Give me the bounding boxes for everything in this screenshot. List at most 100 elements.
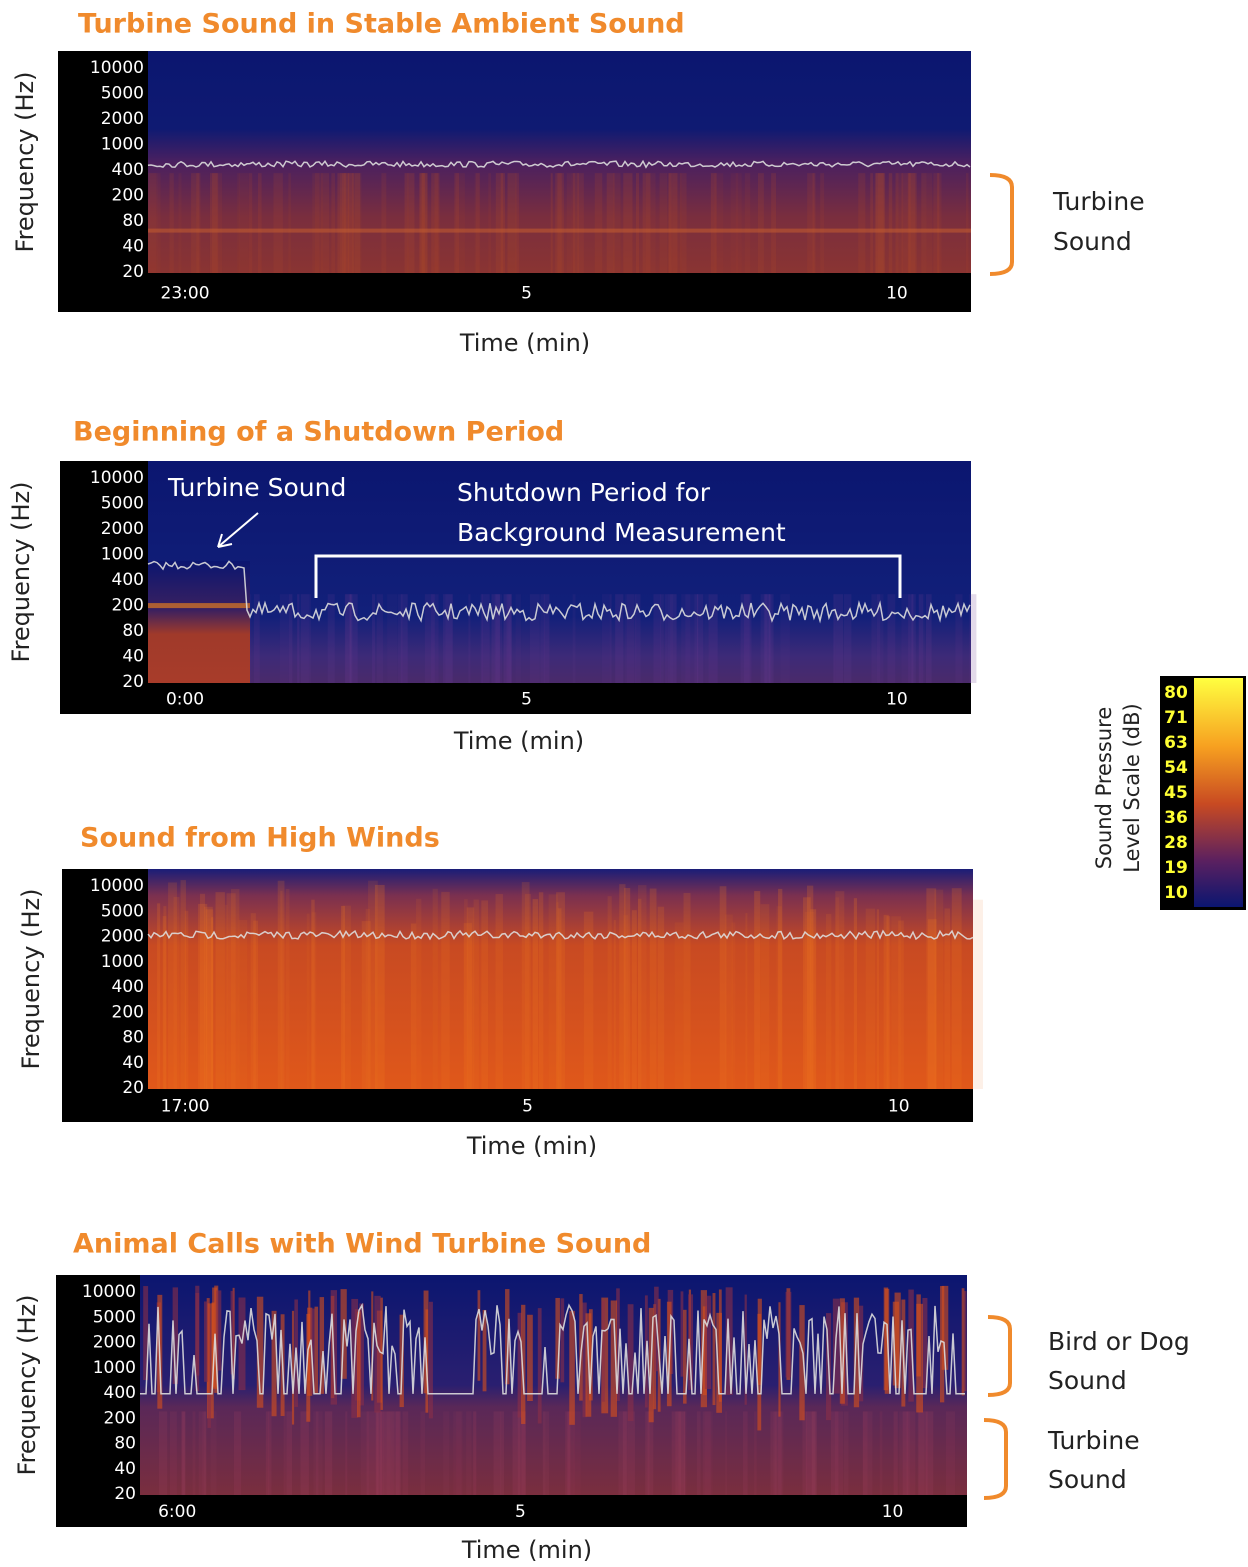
texture [555, 173, 562, 273]
call-streak [916, 1304, 923, 1413]
texture [636, 173, 639, 273]
texture [382, 1411, 391, 1495]
texture [387, 594, 397, 683]
texture [411, 923, 416, 1089]
texture [309, 594, 311, 683]
texture [149, 173, 156, 273]
texture [645, 1411, 653, 1495]
call-streak [357, 1312, 361, 1418]
texture [398, 594, 403, 683]
panel-title: Beginning of a Shutdown Period [73, 417, 564, 448]
texture [969, 594, 976, 683]
colorbar-tick-label: 63 [1164, 733, 1188, 753]
annotation: Background Measurement [457, 518, 786, 547]
bracket [988, 1317, 1010, 1395]
y-axis-label: Frequency (Hz) [13, 1295, 41, 1476]
colorbar [1194, 678, 1243, 907]
y-axis-label: Frequency (Hz) [11, 72, 39, 253]
texture [675, 1411, 685, 1495]
texture [273, 173, 282, 273]
texture [567, 173, 572, 273]
texture [680, 173, 686, 273]
colorbar-tick-label: 10 [1164, 883, 1188, 903]
x-axis-label: Time (min) [459, 329, 590, 357]
texture [466, 1411, 471, 1495]
texture [301, 594, 309, 683]
x-tick-label: 6:00 [158, 1502, 196, 1522]
texture [609, 594, 611, 683]
turbine-block [148, 561, 250, 683]
texture [433, 889, 438, 1089]
call-streak [628, 1304, 634, 1421]
texture [234, 1411, 241, 1495]
colorbar-tick-label: 28 [1164, 833, 1188, 853]
texture [202, 1411, 206, 1495]
panel-title: Turbine Sound in Stable Ambient Sound [78, 9, 685, 40]
bracket [984, 1420, 1006, 1498]
texture [159, 1411, 167, 1495]
y-tick-label: 200 [112, 1002, 144, 1022]
texture [584, 912, 593, 1089]
texture [331, 173, 335, 273]
x-tick-label: 5 [522, 1097, 533, 1117]
texture [714, 173, 723, 273]
annotation: Turbine [1052, 187, 1145, 216]
texture [453, 1411, 461, 1495]
texture [807, 173, 814, 273]
annotation: Sound [1053, 227, 1132, 256]
texture [661, 594, 668, 683]
texture [178, 173, 181, 273]
texture [926, 1411, 934, 1495]
texture [884, 915, 889, 1089]
texture [286, 889, 290, 1089]
call-streak [705, 1296, 711, 1389]
texture [697, 1411, 701, 1495]
texture [481, 900, 488, 1089]
texture [615, 594, 623, 683]
y-tick-label: 40 [122, 647, 144, 667]
annotation: Sound [1048, 1465, 1127, 1494]
texture [328, 594, 335, 683]
texture [254, 594, 260, 683]
y-tick-label: 20 [122, 262, 144, 282]
texture [608, 896, 612, 1089]
call-streak [518, 1313, 522, 1418]
texture [253, 921, 258, 1089]
texture [844, 1411, 849, 1495]
y-tick-label: 40 [122, 237, 144, 257]
texture [937, 173, 939, 273]
y-tick-label: 200 [112, 596, 144, 616]
texture [349, 594, 352, 683]
y-tick-label: 2000 [101, 927, 144, 947]
texture [681, 594, 690, 683]
texture [443, 1411, 449, 1495]
call-streak [569, 1311, 575, 1425]
colorbar-tick-label: 71 [1164, 708, 1188, 728]
texture [646, 173, 656, 273]
texture [249, 173, 253, 273]
call-streak [560, 1298, 564, 1382]
y-tick-label: 1000 [101, 545, 144, 565]
call-streak [527, 1315, 533, 1401]
texture [475, 173, 480, 273]
texture [169, 173, 173, 273]
panel-title: Sound from High Winds [80, 823, 440, 854]
texture [820, 173, 824, 273]
texture [613, 173, 620, 273]
texture [468, 594, 470, 683]
texture [405, 173, 415, 273]
texture [215, 892, 224, 1089]
texture [474, 900, 479, 1089]
texture [945, 908, 951, 1089]
x-tick-label: 5 [521, 284, 532, 304]
texture [551, 173, 553, 273]
texture [372, 594, 375, 683]
x-tick-label: 10 [886, 690, 908, 710]
texture [833, 594, 835, 683]
texture [518, 1411, 521, 1495]
y-tick-label: 10000 [90, 58, 144, 78]
texture [880, 1411, 883, 1495]
x-axis-label: Time (min) [453, 727, 584, 755]
texture [163, 916, 167, 1089]
call-streak [713, 1293, 716, 1405]
